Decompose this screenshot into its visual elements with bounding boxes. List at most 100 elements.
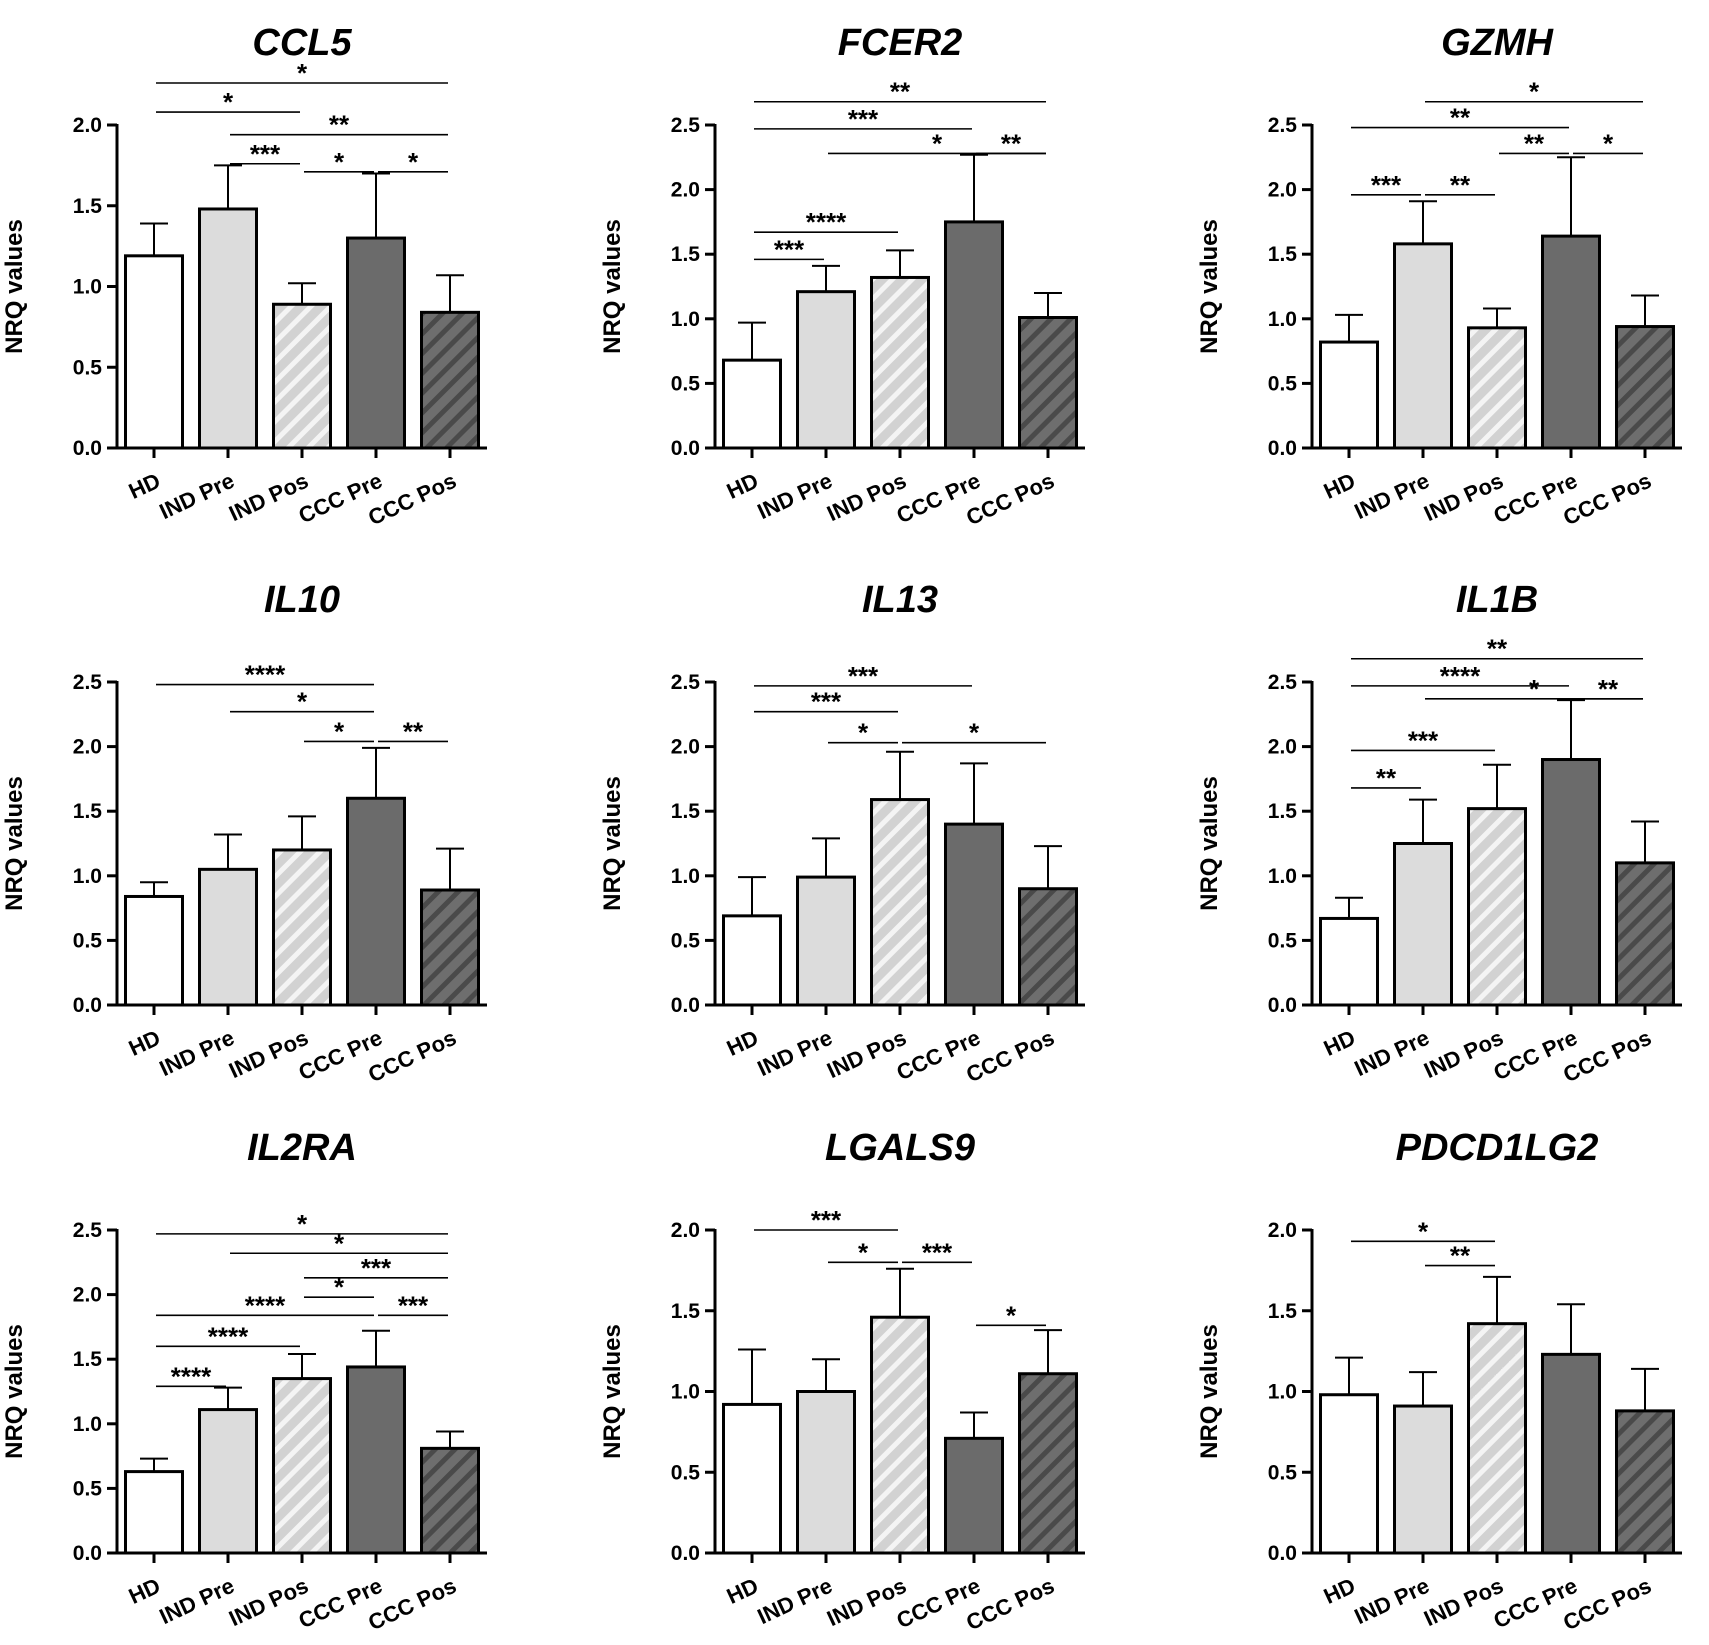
significance-label: ***: [774, 234, 805, 264]
chart-title: IL13: [862, 579, 938, 621]
y-tick-label: 1.0: [671, 865, 700, 888]
bar-hd: [124, 254, 184, 450]
significance-label: *: [297, 58, 308, 88]
y-tick-label: 0.0: [1268, 994, 1297, 1017]
chart-title: LGALS9: [825, 1127, 975, 1169]
y-tick-label: 1.5: [671, 243, 701, 266]
bar-ind-pre: [1393, 242, 1453, 450]
bar-ccc-pos: [1018, 887, 1078, 1007]
x-tick-label: IND Pos: [225, 1025, 312, 1083]
x-tick-label: IND Pos: [1420, 1573, 1507, 1631]
x-tick-label: HD: [723, 1025, 762, 1061]
bar-ind-pos: [1467, 326, 1527, 450]
significance-label: ***: [848, 661, 879, 691]
bar-ind-pos: [870, 275, 930, 450]
x-tick-label: IND Pre: [1351, 1573, 1434, 1629]
bar-ccc-pos: [420, 310, 480, 450]
significance-label: **: [1598, 674, 1619, 704]
bar-ind-pre: [198, 867, 258, 1007]
significance-label: ***: [811, 1205, 842, 1235]
significance-label: ***: [398, 1290, 429, 1320]
bar-ind-pos: [1467, 1322, 1527, 1555]
x-tick-label: HD: [1320, 1025, 1359, 1061]
bar-ccc-pos: [420, 888, 480, 1007]
y-tick-label: 0.0: [1268, 437, 1297, 460]
y-axis-label: NRQ values: [1, 776, 28, 911]
significance-label: *: [408, 147, 419, 177]
y-tick-label: 1.5: [671, 800, 701, 823]
bar-ind-pos: [272, 1377, 332, 1555]
bar-ind-pos: [272, 848, 332, 1007]
bar-ind-pre: [198, 1408, 258, 1555]
x-tick-label: HD: [723, 1573, 762, 1609]
bar-ccc-pos: [420, 1446, 480, 1555]
bar-ccc-pre: [346, 796, 406, 1007]
chart-title: IL2RA: [247, 1127, 357, 1169]
y-tick-label: 0.5: [1268, 929, 1298, 952]
x-tick-label: IND Pos: [225, 1573, 312, 1631]
x-tick-label: IND Pre: [1351, 1025, 1434, 1081]
chart-title: PDCD1LG2: [1396, 1127, 1599, 1169]
significance-label: ***: [1371, 170, 1402, 200]
bar-ccc-pre: [346, 236, 406, 450]
significance-label: **: [1524, 128, 1545, 158]
significance-label: ****: [245, 660, 286, 690]
bar-hd: [1319, 340, 1379, 450]
bar-ccc-pos: [1018, 1372, 1078, 1555]
y-tick-label: 1.5: [1268, 1300, 1298, 1323]
y-tick-label: 0.0: [671, 437, 700, 460]
bar-hd: [722, 358, 782, 450]
y-tick-label: 1.0: [73, 276, 102, 299]
x-tick-label: IND Pre: [754, 468, 837, 524]
significance-label: **: [1450, 1241, 1471, 1271]
y-tick-label: 0.0: [671, 1542, 700, 1565]
y-tick-label: 0.5: [671, 1461, 701, 1484]
x-tick-label: IND Pos: [1420, 468, 1507, 526]
bar-ind-pos: [870, 798, 930, 1007]
y-tick-label: 1.0: [671, 1381, 700, 1404]
y-axis-label: NRQ values: [1196, 219, 1223, 354]
bar-ind-pre: [796, 1390, 856, 1555]
y-tick-label: 0.0: [73, 994, 102, 1017]
x-tick-label: IND Pre: [754, 1025, 837, 1081]
significance-label: *: [297, 1209, 308, 1239]
x-tick-label: IND Pos: [823, 1573, 910, 1631]
y-tick-label: 2.0: [73, 114, 102, 137]
chart-title: IL1B: [1456, 579, 1538, 621]
significance-label: ***: [922, 1237, 953, 1267]
bar-ind-pos: [272, 302, 332, 450]
significance-label: *: [1418, 1216, 1429, 1246]
y-axis-label: NRQ values: [599, 219, 626, 354]
y-tick-label: 1.5: [1268, 243, 1298, 266]
y-axis-label: NRQ values: [1196, 1324, 1223, 1459]
bar-hd: [722, 914, 782, 1007]
y-tick-label: 0.0: [671, 994, 700, 1017]
bar-ccc-pre: [944, 1436, 1004, 1555]
significance-label: *: [334, 1228, 345, 1258]
y-tick-label: 2.0: [1268, 1219, 1297, 1242]
y-tick-label: 0.5: [671, 372, 701, 395]
significance-label: ***: [1408, 725, 1439, 755]
y-tick-label: 0.5: [1268, 1461, 1298, 1484]
bar-ind-pre: [796, 290, 856, 450]
bar-ccc-pre: [1541, 758, 1601, 1007]
x-tick-label: IND Pos: [823, 1025, 910, 1083]
bar-hd: [1319, 1393, 1379, 1555]
significance-label: *: [1529, 674, 1540, 704]
significance-label: *: [1529, 77, 1540, 107]
bar-ind-pos: [870, 1315, 930, 1555]
bar-ccc-pos: [1615, 1409, 1675, 1555]
y-tick-label: 1.0: [1268, 865, 1297, 888]
significance-label: **: [329, 110, 350, 140]
y-tick-label: 0.0: [1268, 1542, 1297, 1565]
significance-label: ***: [250, 139, 281, 169]
x-tick-label: IND Pre: [754, 1573, 837, 1629]
